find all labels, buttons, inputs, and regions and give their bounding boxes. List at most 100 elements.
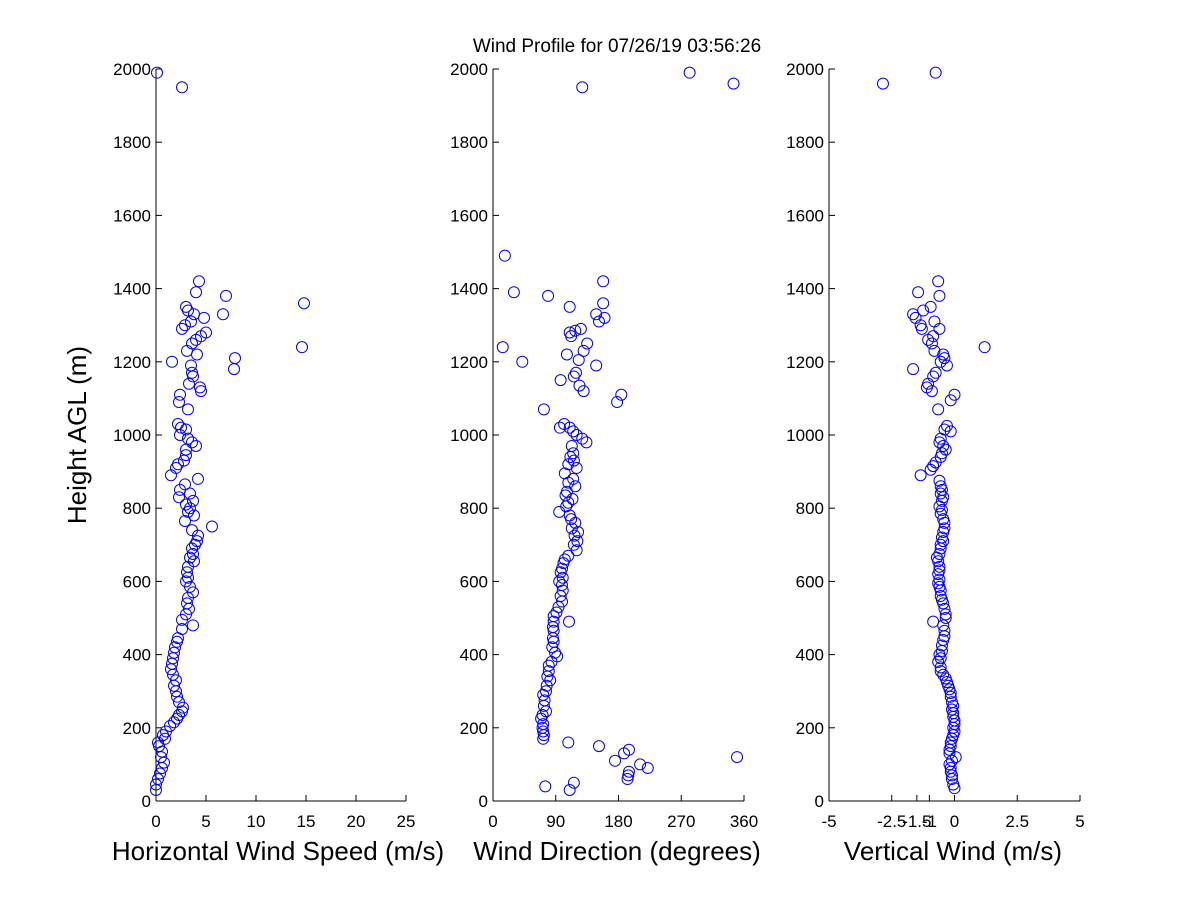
x-tick-label: -5: [821, 812, 836, 831]
data-point: [948, 782, 961, 795]
data-point: [557, 557, 570, 570]
data-point: [180, 498, 192, 511]
data-point: [560, 348, 573, 361]
data-point: [556, 571, 569, 584]
data-point: [550, 606, 563, 619]
data-point: [180, 449, 192, 462]
data-point: [542, 665, 555, 678]
x-tick-label: 270: [667, 812, 695, 831]
data-point: [191, 348, 203, 361]
data-point: [938, 352, 951, 365]
y-tick-label: 2000: [786, 60, 824, 79]
data-point: [154, 767, 166, 780]
data-point: [934, 538, 947, 551]
data-point: [611, 396, 624, 409]
x-tick-label: 2.5: [1005, 812, 1029, 831]
data-point: [937, 668, 950, 681]
data-point: [567, 776, 580, 789]
data-point: [932, 403, 945, 416]
data-point: [571, 535, 584, 548]
y-tick-label: 2000: [450, 60, 488, 79]
data-point: [933, 436, 946, 449]
data-point: [546, 641, 559, 654]
data-point: [190, 286, 202, 299]
data-point: [934, 584, 947, 597]
data-point: [935, 644, 948, 657]
y-tick-label: 400: [460, 646, 488, 665]
data-point: [938, 624, 951, 637]
data-point: [188, 509, 200, 522]
data-point: [565, 513, 578, 526]
data-point: [158, 756, 170, 769]
x-tick-label: 15: [297, 812, 316, 831]
data-point: [192, 472, 204, 485]
data-point: [171, 712, 183, 725]
data-point: [190, 333, 202, 346]
data-point: [542, 289, 555, 302]
data-point: [929, 66, 942, 79]
data-point: [186, 436, 198, 449]
y-tick-label: 1200: [786, 353, 824, 372]
y-tick-label: 2000: [113, 60, 151, 79]
data-point: [924, 463, 937, 476]
data-point: [567, 447, 580, 460]
data-point: [609, 754, 622, 767]
wind-direction-panel: 0 200 400 600 800 1000 1200 1400 1600 1800 2000 0 90…: [450, 60, 761, 866]
data-point: [546, 632, 559, 645]
data-point: [590, 359, 603, 372]
data-point: [184, 487, 196, 500]
data-point: [545, 655, 558, 668]
data-point: [198, 311, 210, 324]
x-tick-label: 5: [201, 812, 210, 831]
data-point: [187, 547, 199, 560]
data-point: [173, 491, 185, 504]
x-axis-label: Wind Direction (degrees): [473, 836, 761, 866]
data-point: [683, 66, 696, 79]
data-point: [562, 476, 575, 489]
y-tick-label: 600: [796, 572, 824, 591]
data-point: [641, 762, 654, 775]
y-tick-label: 1200: [450, 353, 488, 372]
y-tick-label: 1600: [786, 206, 824, 225]
data-point: [934, 487, 947, 500]
data-point: [922, 333, 935, 346]
data-point: [935, 494, 948, 507]
x-tick-label: 360: [730, 812, 758, 831]
data-point: [577, 385, 590, 398]
x-tick-label: -1: [922, 812, 937, 831]
data-point: [541, 670, 554, 683]
data-point: [554, 566, 567, 579]
data-point: [165, 663, 177, 676]
data-point: [539, 780, 552, 793]
data-point: [181, 566, 193, 579]
y-tick-label: 1600: [450, 206, 488, 225]
figure-title: Wind Profile for 07/26/19 03:56:26: [473, 36, 761, 57]
data-point: [577, 344, 590, 357]
data-point: [945, 769, 958, 782]
data-point: [576, 81, 589, 94]
y-tick-label: 600: [123, 572, 151, 591]
data-point: [597, 297, 610, 310]
data-point: [567, 538, 580, 551]
data-point: [171, 690, 183, 703]
data-point: [296, 341, 308, 354]
data-point: [185, 315, 197, 328]
y-tick-label: 0: [142, 792, 151, 811]
x-tick-label: 5: [1075, 812, 1084, 831]
data-point: [537, 729, 550, 742]
data-point: [949, 751, 962, 764]
y-tick-label: 400: [123, 646, 151, 665]
data-point: [565, 522, 578, 535]
data-point: [298, 297, 310, 310]
horizontal-wind-speed-panel: 0 200 400 600 800 1000 1200 1400 1600 1800 2000 0 5 1…: [62, 60, 444, 866]
data-point: [539, 685, 552, 698]
y-tick-label: 1000: [786, 426, 824, 445]
data-point: [183, 377, 195, 390]
data-point: [934, 652, 947, 665]
y-tick-label: 800: [796, 499, 824, 518]
data-point: [580, 436, 593, 449]
data-point: [615, 388, 628, 401]
data-point: [178, 454, 190, 467]
data-point: [151, 66, 163, 79]
